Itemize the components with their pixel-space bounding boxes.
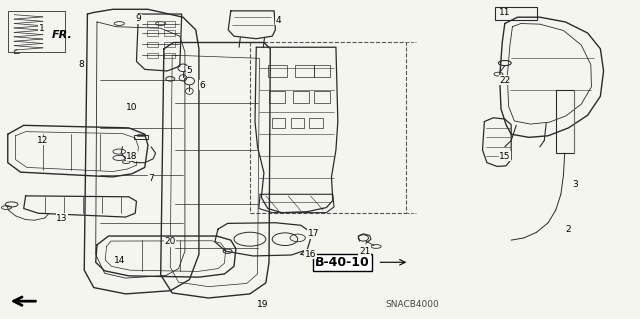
Text: 13: 13 — [56, 213, 68, 222]
Text: 2: 2 — [566, 225, 572, 234]
Bar — [8, 11, 65, 52]
Text: 7: 7 — [148, 174, 154, 183]
Text: 11: 11 — [499, 8, 511, 17]
Bar — [147, 21, 157, 27]
Text: 5: 5 — [186, 66, 192, 76]
Bar — [269, 91, 285, 103]
Text: 14: 14 — [113, 256, 125, 265]
Bar — [272, 118, 285, 128]
Text: 9: 9 — [136, 14, 141, 23]
Bar — [134, 135, 148, 139]
Text: 12: 12 — [37, 136, 49, 145]
Text: 18: 18 — [126, 152, 138, 161]
Text: 10: 10 — [126, 103, 138, 112]
Text: 1: 1 — [38, 24, 44, 33]
Text: B-40-10: B-40-10 — [315, 256, 370, 269]
Bar — [291, 118, 304, 128]
Bar — [164, 31, 175, 36]
Ellipse shape — [113, 155, 125, 160]
Text: FR.: FR. — [52, 30, 72, 40]
Bar — [164, 21, 175, 27]
Bar — [147, 53, 157, 58]
Text: 3: 3 — [572, 180, 578, 189]
Text: 6: 6 — [199, 81, 205, 90]
Text: 17: 17 — [308, 229, 319, 238]
Bar — [314, 91, 330, 103]
Bar — [147, 31, 157, 36]
Bar — [147, 41, 157, 47]
Bar — [293, 91, 309, 103]
Bar — [268, 65, 287, 77]
Text: 21: 21 — [359, 247, 371, 256]
Bar — [164, 41, 175, 47]
Bar — [556, 90, 573, 153]
Text: 16: 16 — [305, 250, 316, 259]
Text: 15: 15 — [499, 152, 511, 161]
Bar — [294, 65, 314, 77]
Bar — [314, 65, 330, 77]
Bar — [495, 7, 537, 20]
Bar — [250, 42, 406, 213]
Bar — [309, 118, 323, 128]
Text: 22: 22 — [499, 76, 511, 85]
Text: 4: 4 — [276, 16, 282, 25]
Text: SNACB4000: SNACB4000 — [385, 300, 439, 309]
Text: 20: 20 — [164, 237, 176, 246]
Bar — [164, 53, 175, 58]
Bar — [137, 134, 145, 136]
Text: 19: 19 — [257, 300, 268, 309]
Text: 8: 8 — [78, 60, 84, 69]
Ellipse shape — [113, 149, 125, 154]
